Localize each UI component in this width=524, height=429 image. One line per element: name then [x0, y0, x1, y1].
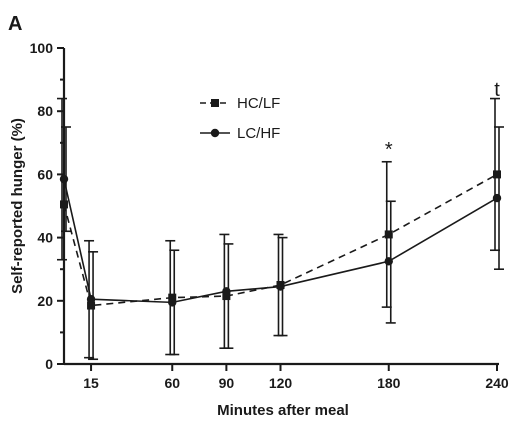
x-axis-label: Minutes after meal	[217, 402, 349, 419]
data-point-lc-hf	[168, 298, 177, 307]
data-point-lc-hf	[384, 257, 393, 266]
data-point-lc-hf	[86, 295, 96, 304]
y-tick-label: 40	[37, 230, 53, 246]
data-point-hc-lf	[60, 200, 68, 209]
significance-annotation: t	[494, 79, 500, 101]
x-tick-label: 180	[377, 375, 401, 391]
data-point-hc-lf	[87, 301, 96, 310]
panel-label: A	[8, 13, 22, 35]
x-tick-label: 120	[269, 375, 293, 391]
y-tick-label: 100	[30, 40, 54, 56]
legend-marker-hc-lf	[211, 99, 219, 107]
legend-label-hc-lf: HC/LF	[237, 95, 280, 112]
y-tick-label: 20	[37, 293, 53, 309]
legend-label-lc-hf: LC/HF	[237, 125, 280, 142]
x-tick-label: 240	[485, 375, 509, 391]
legend-marker-lc-hf	[210, 128, 220, 138]
data-point-lc-hf	[59, 174, 69, 184]
data-point-hc-lf	[493, 170, 501, 179]
y-tick-label: 60	[37, 166, 53, 182]
data-point-hc-lf	[222, 292, 231, 301]
data-point-lc-hf	[276, 282, 285, 291]
data-point-lc-hf	[222, 287, 231, 296]
x-tick-label: 90	[219, 375, 235, 391]
data-point-hc-lf	[168, 293, 177, 302]
y-axis-label: Self-reported hunger (%)	[9, 118, 26, 294]
plot-area: 0 20 40 60 80 100 15 60 90 120 180 240 HC/LF LC/HF * t	[30, 40, 509, 391]
y-tick-label: 80	[37, 103, 53, 119]
data-point-hc-lf	[384, 230, 393, 239]
significance-annotation: *	[385, 139, 393, 161]
x-tick-label: 15	[83, 375, 99, 391]
y-tick-label: 0	[45, 356, 53, 372]
data-point-lc-hf	[492, 193, 502, 203]
x-tick-label: 60	[164, 375, 180, 391]
